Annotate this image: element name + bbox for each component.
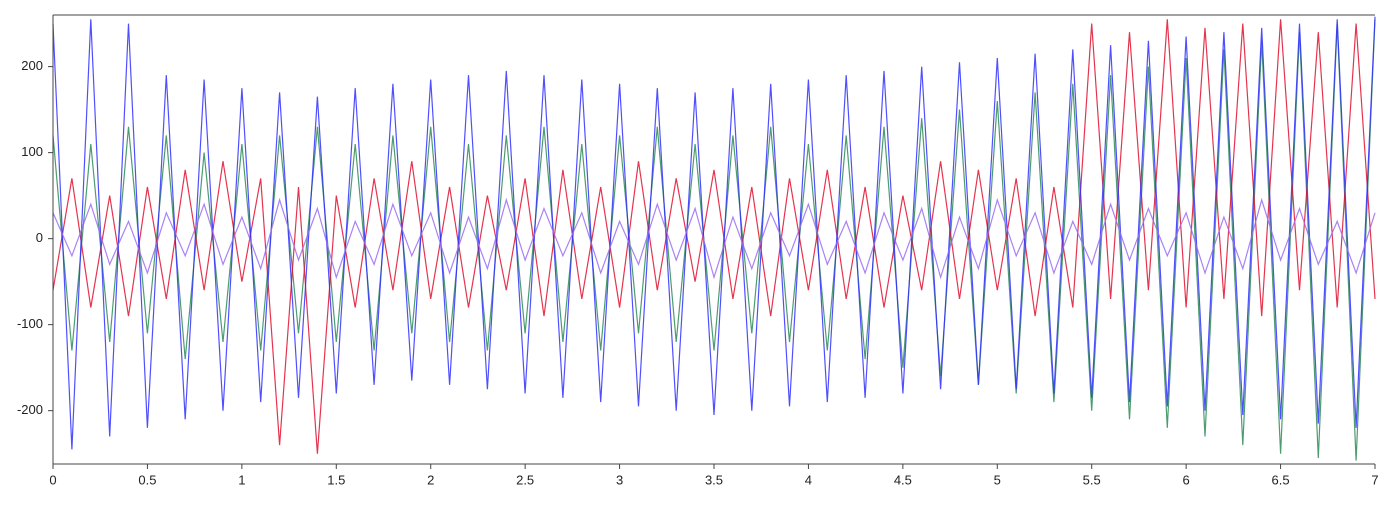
- x-tick-label: 2.5: [516, 472, 534, 487]
- series-line: [52, 197, 1376, 280]
- series-line: [52, 16, 1376, 450]
- x-tick-label: 5.5: [1083, 472, 1101, 487]
- x-tick-label: 3: [616, 472, 623, 487]
- series-line: [52, 19, 1376, 461]
- series-line: [52, 19, 1376, 454]
- x-tick-label: 0.5: [138, 472, 156, 487]
- y-tick-label: -200: [17, 402, 43, 417]
- x-tick-label: 6: [1183, 472, 1190, 487]
- x-tick-label: 5: [994, 472, 1001, 487]
- x-tick-label: 4: [805, 472, 812, 487]
- x-tick-label: 0: [49, 472, 56, 487]
- x-tick-label: 7: [1371, 472, 1378, 487]
- x-tick-label: 3.5: [705, 472, 723, 487]
- x-tick-label: 6.5: [1272, 472, 1290, 487]
- x-tick-label: 2: [427, 472, 434, 487]
- x-tick-label: 1.5: [327, 472, 345, 487]
- y-tick-label: 0: [36, 230, 43, 245]
- x-tick-label: 1: [238, 472, 245, 487]
- x-tick-label: 4.5: [894, 472, 912, 487]
- y-tick-label: -100: [17, 316, 43, 331]
- y-tick-label: 100: [21, 144, 43, 159]
- y-tick-label: 200: [21, 58, 43, 73]
